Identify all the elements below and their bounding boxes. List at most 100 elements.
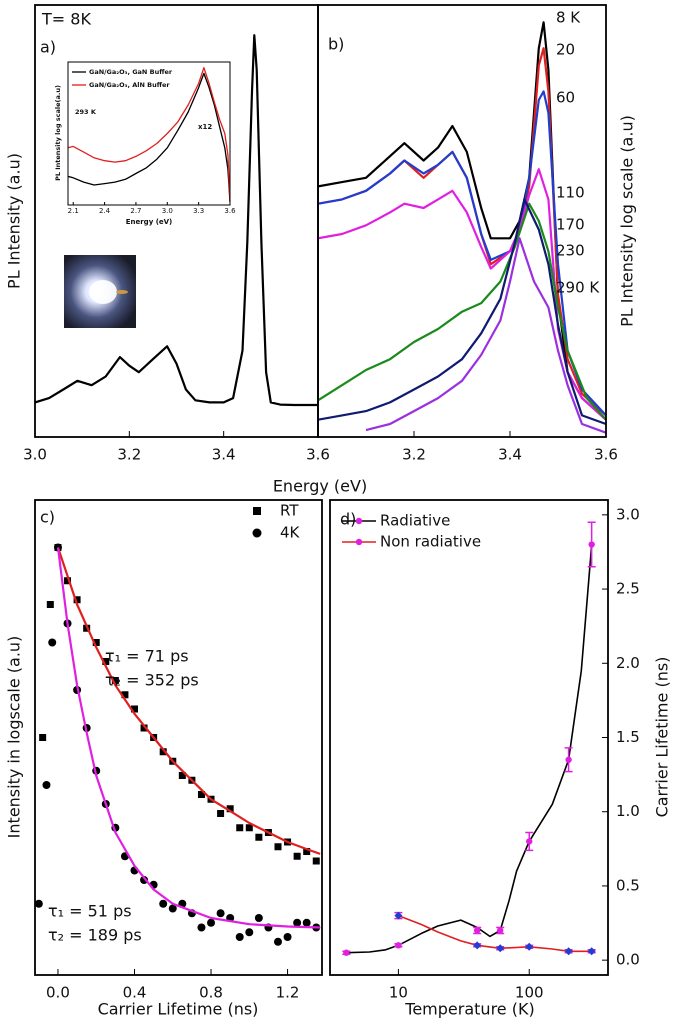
y-axis-label: Carrier Lifetime (ns): [653, 657, 672, 818]
x-axis-label: Carrier Lifetime (ns): [98, 1000, 259, 1019]
x-tick-label: 3.4: [498, 446, 522, 464]
panel: 0.0 0.4 0.8 1.2 Carrier Lifetime (ns) Intensi…: [5, 499, 323, 1019]
annotation: b): [328, 35, 344, 54]
data-point: [64, 577, 72, 585]
data-point: [226, 805, 234, 813]
data-point: [274, 843, 282, 851]
axes-frame: [317, 4, 607, 438]
plot-area: [68, 67, 230, 203]
photo-glint: [116, 290, 128, 294]
data-point: [102, 658, 110, 665]
x-tick-label: 2.1: [68, 207, 79, 215]
data-point: [564, 947, 573, 956]
y-tick-label: 2.0: [616, 654, 640, 672]
data-point: [159, 748, 167, 756]
data-line: [35, 34, 318, 407]
x-axis-label: Temperature (K): [404, 1000, 534, 1019]
data-point: [53, 543, 62, 552]
x-tick-label: 3.6: [306, 446, 330, 464]
plot-area: [318, 21, 606, 434]
panel: 2.1 2.4 2.7 3.0 3.3 3.6 Energy (eV) PL Intensit…: [54, 61, 236, 226]
data-point: [121, 691, 129, 699]
data-point: [140, 724, 148, 732]
annotation: a): [40, 38, 56, 57]
y-axis-label: PL Intensity (a.u): [5, 153, 24, 289]
photo-spot: [89, 280, 117, 304]
data-line: [398, 914, 592, 953]
data-point: [46, 601, 54, 608]
y-tick-label: 2.5: [616, 580, 640, 598]
x-tick-label: 3.4: [212, 446, 236, 464]
x-axis-label: Energy (eV): [273, 477, 367, 496]
annotation: τ₂ = 352 ps: [105, 671, 199, 690]
data-point: [235, 933, 244, 941]
data-line: [318, 168, 606, 421]
data-point: [273, 937, 282, 946]
panel: 3.2 3.4 3.6 PL Intensity log scale (a.u) 8 K…: [317, 4, 637, 464]
data-point: [178, 772, 186, 779]
data-point: [92, 639, 100, 646]
y-tick-label: 1.5: [616, 728, 640, 746]
annotation: 293 K: [75, 108, 97, 116]
panel: 10 100 0.0 0.5 1.0 1.5 2.0 2.5 3.0 Temperature (K…: [329, 499, 672, 1019]
legend-marker: [253, 507, 261, 515]
data-point: [39, 734, 47, 741]
series-label: 20: [556, 41, 575, 59]
data-point: [73, 596, 81, 604]
data-point: [168, 904, 177, 913]
panel: 3.0 3.2 3.4 3.6 Energy (eV) PL Intensity (a.u…: [5, 4, 367, 496]
data-point: [343, 949, 350, 956]
y-tick-label: 0.0: [616, 951, 640, 969]
x-tick-label: 3.2: [117, 446, 141, 464]
x-tick-label: 3.6: [594, 446, 618, 464]
data-point: [207, 918, 216, 927]
series-label: 170: [556, 216, 585, 234]
x-tick-label: 0.0: [46, 984, 70, 1002]
plot-area: [35, 543, 321, 946]
x-tick-label: 3.3: [193, 207, 204, 215]
data-line: [68, 72, 230, 203]
data-point: [216, 909, 225, 918]
data-point: [236, 824, 244, 832]
y-tick-label: 0.5: [616, 876, 640, 894]
legend-label: 4K: [280, 524, 301, 542]
data-line: [56, 547, 321, 855]
legend-marker: [252, 528, 262, 538]
data-point: [312, 857, 320, 865]
axes-frame: [34, 499, 323, 976]
data-point: [293, 918, 302, 927]
series-label: 60: [556, 89, 575, 107]
data-point: [217, 810, 225, 817]
x-tick-label: 2.7: [130, 207, 141, 215]
data-point: [197, 923, 206, 932]
x-tick-label: 3.6: [224, 207, 236, 215]
x-tick-label: 3.0: [162, 207, 173, 215]
data-point: [35, 899, 43, 908]
plot-area: [346, 544, 593, 954]
data-line: [318, 198, 606, 426]
annotation: c): [40, 508, 55, 527]
x-tick-label: 3.2: [402, 446, 426, 464]
x-tick-label: 10: [389, 984, 408, 1002]
data-line: [365, 237, 606, 434]
data-point: [283, 933, 292, 941]
x-tick-label: 0.8: [199, 984, 223, 1002]
legend-label: RT: [280, 502, 299, 520]
x-tick-label: 3.0: [23, 446, 47, 464]
legend-marker: [355, 517, 363, 525]
series-label: 230: [556, 242, 585, 260]
data-point: [473, 927, 481, 934]
data-point: [197, 791, 205, 798]
y-tick-label: 1.0: [616, 802, 640, 820]
y-axis-label: Intensity in logscale (a.u): [5, 636, 24, 839]
x-tick-label: 100: [515, 984, 544, 1002]
data-point: [587, 947, 596, 956]
data-point: [245, 824, 253, 832]
y-axis-label: PL Intensity log scale(a.u): [54, 85, 62, 181]
data-point: [565, 756, 572, 763]
legend-label: GaN/Ga₂O₃, AlN Buffer: [89, 81, 170, 89]
data-point: [159, 899, 168, 908]
y-tick-label: 3.0: [616, 505, 640, 523]
x-axis-label: Energy (eV): [126, 218, 173, 226]
